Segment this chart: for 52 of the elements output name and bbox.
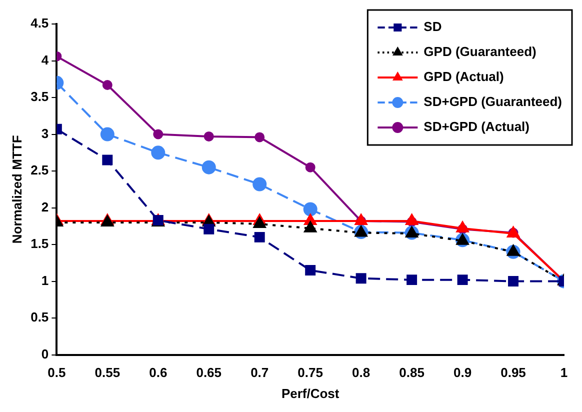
y-tick-label: 4 — [41, 52, 50, 68]
x-tick-label: 0.65 — [196, 365, 222, 380]
x-tick-label: 0.9 — [453, 365, 472, 380]
x-tick-label: 0.55 — [94, 365, 120, 380]
y-tick-label: 2 — [41, 199, 49, 214]
x-tick-label: 0.7 — [250, 365, 269, 380]
point — [102, 154, 113, 166]
x-tick-label: 0.8 — [352, 365, 370, 380]
y-tick-label: 2.5 — [30, 162, 49, 178]
legend-label: GPD (Actual) — [424, 69, 504, 84]
x-tick-label: 0.6 — [149, 365, 168, 380]
point — [254, 132, 265, 142]
point — [457, 274, 468, 286]
point — [406, 274, 418, 286]
x-tick-label: 0.75 — [298, 365, 323, 380]
legend-label: SD+GPD (Actual) — [424, 119, 530, 134]
point — [356, 273, 366, 284]
point — [202, 160, 216, 174]
y-tick-label: 0.5 — [30, 310, 49, 325]
legend-label: SD+GPD (Guaranteed) — [424, 94, 562, 110]
point — [153, 129, 164, 140]
point — [456, 221, 469, 232]
point — [406, 214, 418, 226]
point — [254, 232, 265, 242]
legend-label: GPD (Guaranteed) — [424, 44, 536, 60]
y-tick-label: 4.5 — [30, 16, 49, 31]
x-axis-title: Perf/Cost — [281, 386, 340, 401]
point — [252, 177, 267, 192]
y-tick-label: 3.5 — [30, 89, 49, 104]
point — [100, 127, 114, 142]
point — [102, 80, 112, 90]
point — [204, 131, 214, 142]
y-tick-label: 0 — [41, 346, 49, 362]
point — [305, 162, 316, 172]
x-tick-label: 0.85 — [399, 365, 424, 380]
point — [354, 226, 368, 237]
y-tick-label: 3 — [41, 126, 49, 141]
legend-label: SD — [424, 19, 442, 34]
point — [507, 244, 520, 256]
point — [151, 146, 166, 160]
point — [508, 276, 519, 287]
point — [253, 216, 266, 228]
x-tick-label: 1 — [560, 365, 568, 380]
x-tick-label: 0.95 — [500, 365, 526, 380]
point — [303, 202, 318, 216]
y-tick-label: 1.5 — [30, 236, 49, 252]
point — [304, 221, 317, 232]
point — [204, 224, 214, 234]
point — [456, 234, 469, 245]
y-axis-title: Normalized MTTF — [9, 135, 24, 244]
y-tick-label: 1 — [41, 272, 49, 288]
point — [305, 265, 316, 276]
